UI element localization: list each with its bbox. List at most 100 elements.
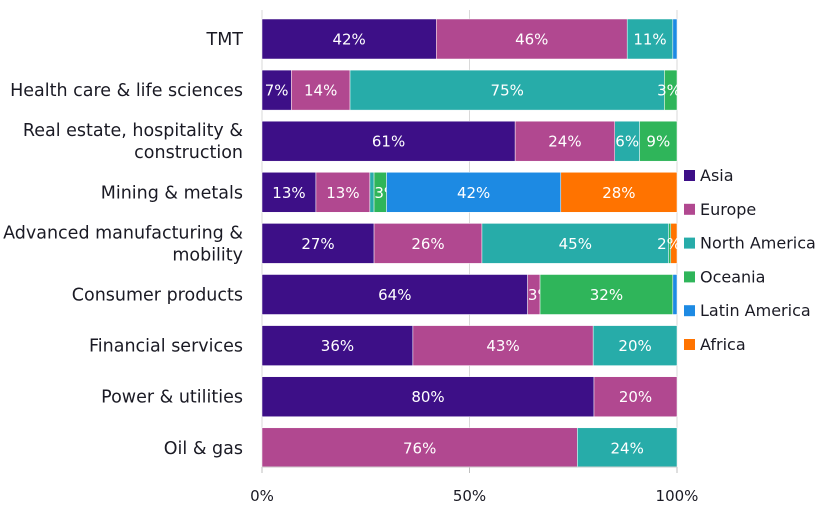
data-label: 61%	[372, 133, 405, 151]
data-label: 7%	[265, 82, 289, 100]
data-label: 76%	[403, 439, 436, 457]
category-label: Advanced manufacturing &	[3, 223, 243, 243]
legend-swatch	[684, 170, 695, 181]
bar-segment	[412, 325, 594, 366]
legend-item: Africa	[684, 335, 746, 354]
bar-segment	[670, 223, 678, 264]
bar-row: 36% 43% 20%	[261, 325, 678, 366]
bar-row: 64%3%32%	[261, 274, 678, 315]
bar-segment	[664, 69, 678, 111]
category-label: Consumer products	[72, 286, 243, 306]
bar-segment	[261, 18, 437, 60]
bar-segment	[592, 325, 678, 366]
category-label: Power & utilities	[101, 388, 243, 408]
data-label: 42%	[332, 31, 365, 49]
legend-label: Latin America	[700, 301, 811, 320]
x-axis: 0% 50% 100%	[250, 466, 699, 505]
bar-segment	[261, 427, 578, 469]
category-label: Financial services	[89, 337, 243, 357]
data-label: 28%	[602, 184, 635, 202]
bar-segment	[436, 18, 628, 60]
bar-row: 76% 24%	[261, 427, 678, 469]
data-label: 9%	[646, 133, 670, 151]
bar-segment	[577, 427, 678, 469]
bar-segment	[614, 120, 640, 162]
category-label: construction	[134, 143, 243, 163]
category-labels: TMT Health care & life sciences Real estat…	[3, 30, 243, 459]
data-label: 80%	[411, 388, 444, 406]
bar-segment	[672, 18, 678, 60]
legend: Asia Europe North America Oceania Latin Amer…	[684, 166, 816, 354]
data-label: 20%	[619, 388, 652, 406]
bar-segment	[560, 172, 678, 213]
data-label: 3%	[657, 82, 681, 100]
bar-segment	[639, 120, 678, 162]
bar-row: 61% 24% 6% 9%	[261, 120, 678, 162]
bar-segment	[291, 69, 351, 111]
legend-item: Asia	[684, 166, 734, 185]
data-label: 64%	[378, 286, 411, 304]
category-label: Health care & life sciences	[10, 81, 243, 101]
category-label: Real estate, hospitality &	[23, 121, 243, 141]
category-label: mobility	[172, 245, 243, 265]
data-label: 26%	[411, 235, 444, 253]
legend-item: Europe	[684, 200, 756, 219]
bar-row: 7% 14% 75% 3%	[261, 69, 681, 111]
bar-segment	[261, 69, 292, 111]
legend-label: Oceania	[700, 267, 765, 286]
data-label: 45%	[559, 235, 592, 253]
bar-segment	[626, 18, 674, 60]
category-label: TMT	[206, 30, 244, 50]
data-label: 42%	[457, 184, 490, 202]
bar-segment	[261, 172, 317, 213]
category-label: Oil & gas	[164, 439, 243, 459]
bar-segment	[261, 325, 414, 366]
bar-row: 80% 20%	[261, 376, 678, 417]
bar-segment	[315, 172, 371, 213]
data-label: 11%	[633, 31, 666, 49]
data-label: 46%	[515, 31, 548, 49]
data-label: 75%	[491, 82, 524, 100]
legend-item: Oceania	[684, 267, 765, 286]
legend-item: Latin America	[684, 301, 811, 320]
x-tick-label: 0%	[250, 487, 274, 505]
legend-swatch	[684, 339, 695, 350]
bars: 42% 46% 11% 7% 14% 75% 3% 61% 24% 6% 9% 13% 13% 3% 42%…	[261, 18, 681, 469]
bar-segment	[481, 223, 669, 264]
x-tick-label: 50%	[453, 487, 486, 505]
data-label: 43%	[486, 337, 519, 355]
bar-segment	[261, 120, 516, 162]
data-label: 32%	[590, 286, 623, 304]
bar-segment	[539, 274, 674, 315]
data-label: 27%	[301, 235, 334, 253]
bar-segment	[261, 223, 375, 264]
legend-label: Europe	[700, 200, 756, 219]
bar-row: 27% 26% 45% 2%	[261, 223, 681, 264]
data-label: 6%	[615, 133, 639, 151]
bar-segment	[672, 274, 678, 315]
bar-segment	[386, 172, 562, 213]
legend-swatch	[684, 237, 695, 249]
legend-label: Asia	[700, 166, 734, 185]
data-label: 13%	[272, 184, 305, 202]
data-label: 20%	[618, 337, 651, 355]
bar-segment	[349, 69, 665, 111]
data-label: 2%	[657, 235, 681, 253]
data-label: 24%	[548, 133, 581, 151]
bar-segment	[261, 274, 528, 315]
bar-segment	[593, 376, 678, 417]
legend-label: Africa	[700, 335, 746, 354]
bar-row: 42% 46% 11%	[261, 18, 678, 60]
x-tick-label: 100%	[656, 487, 699, 505]
data-label: 14%	[304, 82, 337, 100]
data-label: 24%	[611, 439, 644, 457]
legend-swatch	[684, 305, 695, 317]
data-label: 36%	[321, 337, 354, 355]
legend-item: North America	[684, 234, 816, 253]
legend-label: North America	[700, 234, 816, 253]
legend-swatch	[684, 271, 695, 283]
category-label: Mining & metals	[101, 183, 243, 203]
bar-segment	[373, 223, 483, 264]
bar-row: 13%13%3%42%28%	[261, 172, 678, 213]
